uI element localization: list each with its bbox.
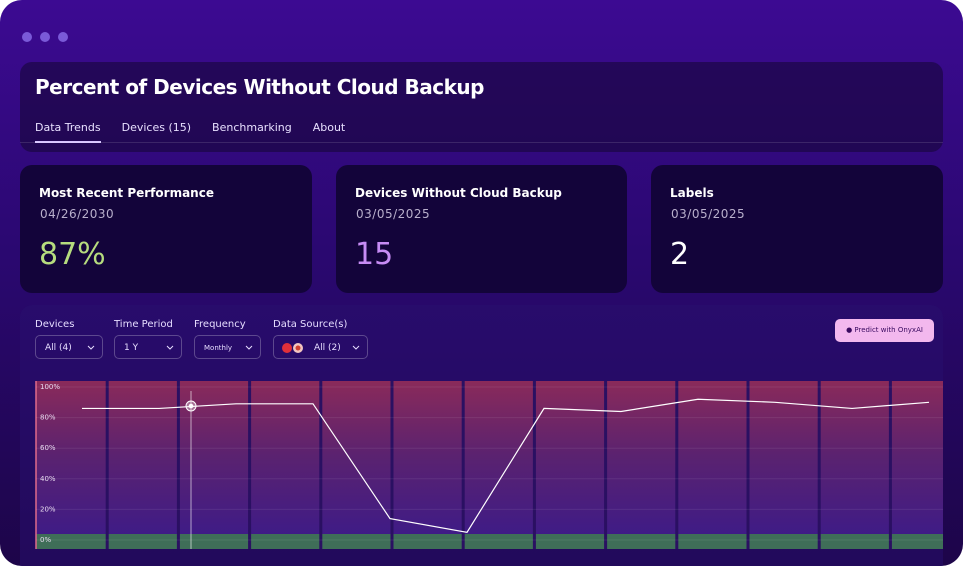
plot-background (36, 381, 943, 549)
tab-bar: Data Trends Devices (15) Benchmarking Ab… (35, 121, 345, 143)
dropdown[interactable]: 1 Y (114, 335, 182, 359)
card-value: 15 (355, 237, 394, 272)
column-divider (817, 381, 821, 549)
tab[interactable]: Data Trends (35, 121, 101, 143)
y-tick-label: 60% (40, 444, 56, 452)
tab[interactable]: Devices (15) (121, 121, 192, 134)
filter-label: Data Source(s) (273, 319, 348, 330)
dropdown[interactable]: All (2) (273, 335, 368, 359)
card-label: Most Recent Performance (39, 186, 214, 200)
page-title: Percent of Devices Without Cloud Backup (35, 75, 484, 99)
column-divider (461, 381, 465, 549)
y-tick-label: 40% (40, 475, 56, 483)
card-label: Labels (670, 186, 714, 200)
column-divider (604, 381, 608, 549)
column-divider (105, 381, 109, 549)
card-label: Devices Without Cloud Backup (355, 186, 562, 200)
filter-label: Time Period (114, 319, 173, 330)
chevron (166, 345, 174, 350)
dropdown[interactable]: All (4) (35, 335, 103, 359)
column-dividers (105, 381, 892, 549)
header-panel: Percent of Devices Without Cloud Backup … (20, 62, 943, 152)
card-value: 87% (39, 237, 106, 272)
column-divider (675, 381, 679, 549)
dropdown[interactable]: Monthly (194, 335, 261, 359)
tab[interactable]: About (312, 121, 346, 134)
column-divider (176, 381, 180, 549)
chevron (352, 345, 360, 350)
column-divider (248, 381, 252, 549)
chevron (245, 345, 253, 350)
dropdown-value: Monthly (204, 344, 233, 352)
dropdown-value: 1 Y (124, 343, 139, 353)
filter-label: Devices (35, 319, 75, 330)
card-date: 03/05/2025 (671, 207, 746, 221)
tab[interactable]: Benchmarking (212, 121, 292, 134)
source-icons (282, 343, 303, 353)
window-dot (58, 32, 68, 42)
column-divider (746, 381, 750, 549)
stat-card: Devices Without Cloud Backup 03/05/2025 … (336, 165, 627, 293)
y-tick-label: 100% (40, 383, 60, 391)
column-divider (319, 381, 323, 549)
column-divider (390, 381, 394, 549)
predict-button[interactable]: ● Predict with OnyxAI (835, 319, 934, 342)
chevron (87, 345, 95, 350)
button-label: Predict with OnyxAI (854, 326, 923, 334)
card-value: 2 (670, 237, 690, 272)
y-tick-label: 0% (40, 536, 51, 544)
window-dot (40, 32, 50, 42)
baseline-band (36, 534, 943, 549)
stat-card: Most Recent Performance 04/26/2030 87% (20, 165, 312, 293)
data-line (82, 398, 930, 534)
column-divider (888, 381, 892, 549)
y-tick-label: 80% (40, 414, 56, 422)
hover-marker-dot (188, 403, 194, 409)
y-tick-label: 20% (40, 505, 56, 513)
card-date: 04/26/2030 (40, 207, 115, 221)
dropdown-value: All (4) (45, 343, 72, 353)
stat-card: Labels 03/05/2025 2 (651, 165, 943, 293)
card-date: 03/05/2025 (356, 207, 431, 221)
column-divider (532, 381, 536, 549)
tab-divider (20, 142, 943, 143)
window-dot (22, 32, 32, 42)
dropdown-value: All (2) (314, 343, 341, 353)
filter-label: Frequency (194, 319, 246, 330)
